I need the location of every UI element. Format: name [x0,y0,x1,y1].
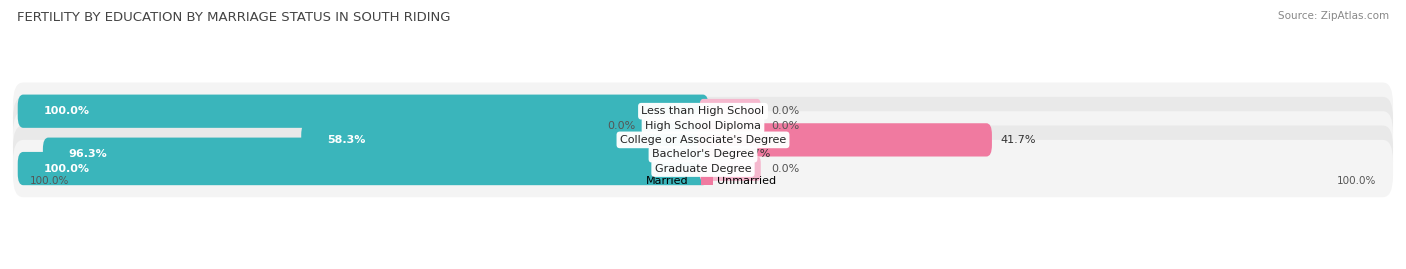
Text: 0.0%: 0.0% [607,121,636,130]
Text: Source: ZipAtlas.com: Source: ZipAtlas.com [1278,11,1389,21]
Text: 100.0%: 100.0% [44,106,90,116]
Text: 3.7%: 3.7% [742,149,770,159]
FancyBboxPatch shape [44,137,709,171]
Text: 100.0%: 100.0% [44,164,90,174]
Text: 41.7%: 41.7% [1000,135,1036,145]
Text: College or Associate's Degree: College or Associate's Degree [620,135,786,145]
FancyBboxPatch shape [700,99,761,123]
FancyBboxPatch shape [13,97,1393,154]
FancyBboxPatch shape [13,83,1393,140]
Text: 100.0%: 100.0% [30,176,69,186]
FancyBboxPatch shape [301,123,709,157]
Text: 100.0%: 100.0% [1337,176,1376,186]
FancyBboxPatch shape [700,113,761,138]
FancyBboxPatch shape [700,156,761,181]
FancyBboxPatch shape [13,111,1393,169]
Legend: Married, Unmarried: Married, Unmarried [626,171,780,190]
FancyBboxPatch shape [645,113,706,138]
FancyBboxPatch shape [13,126,1393,183]
Text: 96.3%: 96.3% [69,149,107,159]
Text: Less than High School: Less than High School [641,106,765,116]
Text: 0.0%: 0.0% [770,164,799,174]
Text: Bachelor's Degree: Bachelor's Degree [652,149,754,159]
Text: 0.0%: 0.0% [770,121,799,130]
Text: FERTILITY BY EDUCATION BY MARRIAGE STATUS IN SOUTH RIDING: FERTILITY BY EDUCATION BY MARRIAGE STATU… [17,11,450,24]
Text: 0.0%: 0.0% [770,106,799,116]
FancyBboxPatch shape [18,152,709,185]
FancyBboxPatch shape [697,137,734,171]
FancyBboxPatch shape [13,140,1393,197]
FancyBboxPatch shape [18,95,709,128]
Text: Graduate Degree: Graduate Degree [655,164,751,174]
Text: 58.3%: 58.3% [328,135,366,145]
Text: High School Diploma: High School Diploma [645,121,761,130]
FancyBboxPatch shape [697,123,991,157]
